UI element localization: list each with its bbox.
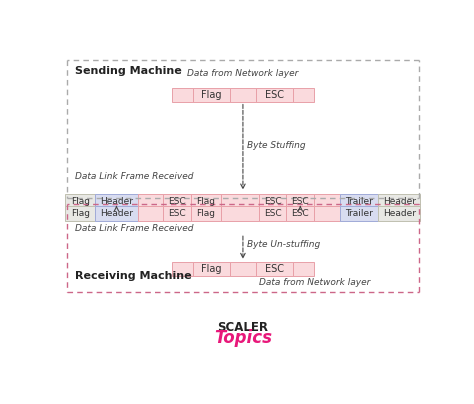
Bar: [255, 88, 293, 102]
Bar: [230, 88, 255, 102]
Text: Flag: Flag: [196, 209, 215, 218]
Text: SCALER: SCALER: [218, 321, 268, 334]
Bar: [314, 194, 340, 209]
Bar: [378, 206, 420, 221]
Bar: [193, 88, 230, 102]
Bar: [163, 206, 191, 221]
Text: Data from Network layer: Data from Network layer: [187, 69, 299, 78]
Bar: [138, 194, 163, 209]
Text: Topics: Topics: [214, 329, 272, 347]
Bar: [138, 206, 163, 221]
Text: ESC: ESC: [264, 209, 282, 218]
Text: Header: Header: [383, 197, 416, 206]
Text: Header: Header: [100, 197, 133, 206]
Text: ESC: ESC: [264, 90, 284, 100]
Text: Data from Network layer: Data from Network layer: [259, 278, 371, 287]
Text: ESC: ESC: [292, 197, 309, 206]
Bar: [163, 194, 191, 209]
Bar: [172, 262, 193, 276]
Bar: [378, 194, 420, 209]
Bar: [95, 206, 138, 221]
Bar: [259, 194, 286, 209]
Bar: [65, 206, 95, 221]
Bar: [255, 262, 293, 276]
Bar: [293, 88, 314, 102]
Bar: [314, 206, 340, 221]
Text: Flag: Flag: [71, 197, 90, 206]
Bar: [286, 194, 314, 209]
Text: ESC: ESC: [168, 209, 186, 218]
Bar: [286, 206, 314, 221]
Text: Header: Header: [100, 209, 133, 218]
Bar: [191, 194, 220, 209]
Bar: [220, 194, 259, 209]
Text: ESC: ESC: [292, 209, 309, 218]
Text: Flag: Flag: [196, 197, 215, 206]
Text: Flag: Flag: [71, 209, 90, 218]
Bar: [340, 206, 378, 221]
Bar: [65, 194, 95, 209]
Text: ESC: ESC: [264, 264, 284, 274]
Text: Flag: Flag: [201, 264, 222, 274]
Text: Byte Un-stuffing: Byte Un-stuffing: [247, 240, 320, 249]
Bar: [230, 262, 255, 276]
Bar: [191, 206, 220, 221]
Text: Data Link Frame Received: Data Link Frame Received: [75, 224, 193, 233]
Text: Receiving Machine: Receiving Machine: [75, 271, 191, 282]
Text: Data Link Frame Received: Data Link Frame Received: [75, 172, 193, 181]
Text: Flag: Flag: [201, 90, 222, 100]
Text: Trailer: Trailer: [345, 209, 373, 218]
Text: ESC: ESC: [168, 197, 186, 206]
Text: ESC: ESC: [264, 197, 282, 206]
Bar: [259, 206, 286, 221]
Text: Header: Header: [383, 209, 416, 218]
Bar: [340, 194, 378, 209]
Text: Trailer: Trailer: [345, 197, 373, 206]
Bar: [95, 194, 138, 209]
Text: Sending Machine: Sending Machine: [75, 66, 182, 76]
Bar: [172, 88, 193, 102]
Bar: [293, 262, 314, 276]
Bar: [220, 206, 259, 221]
Bar: [193, 262, 230, 276]
Text: Byte Stuffing: Byte Stuffing: [247, 141, 305, 150]
